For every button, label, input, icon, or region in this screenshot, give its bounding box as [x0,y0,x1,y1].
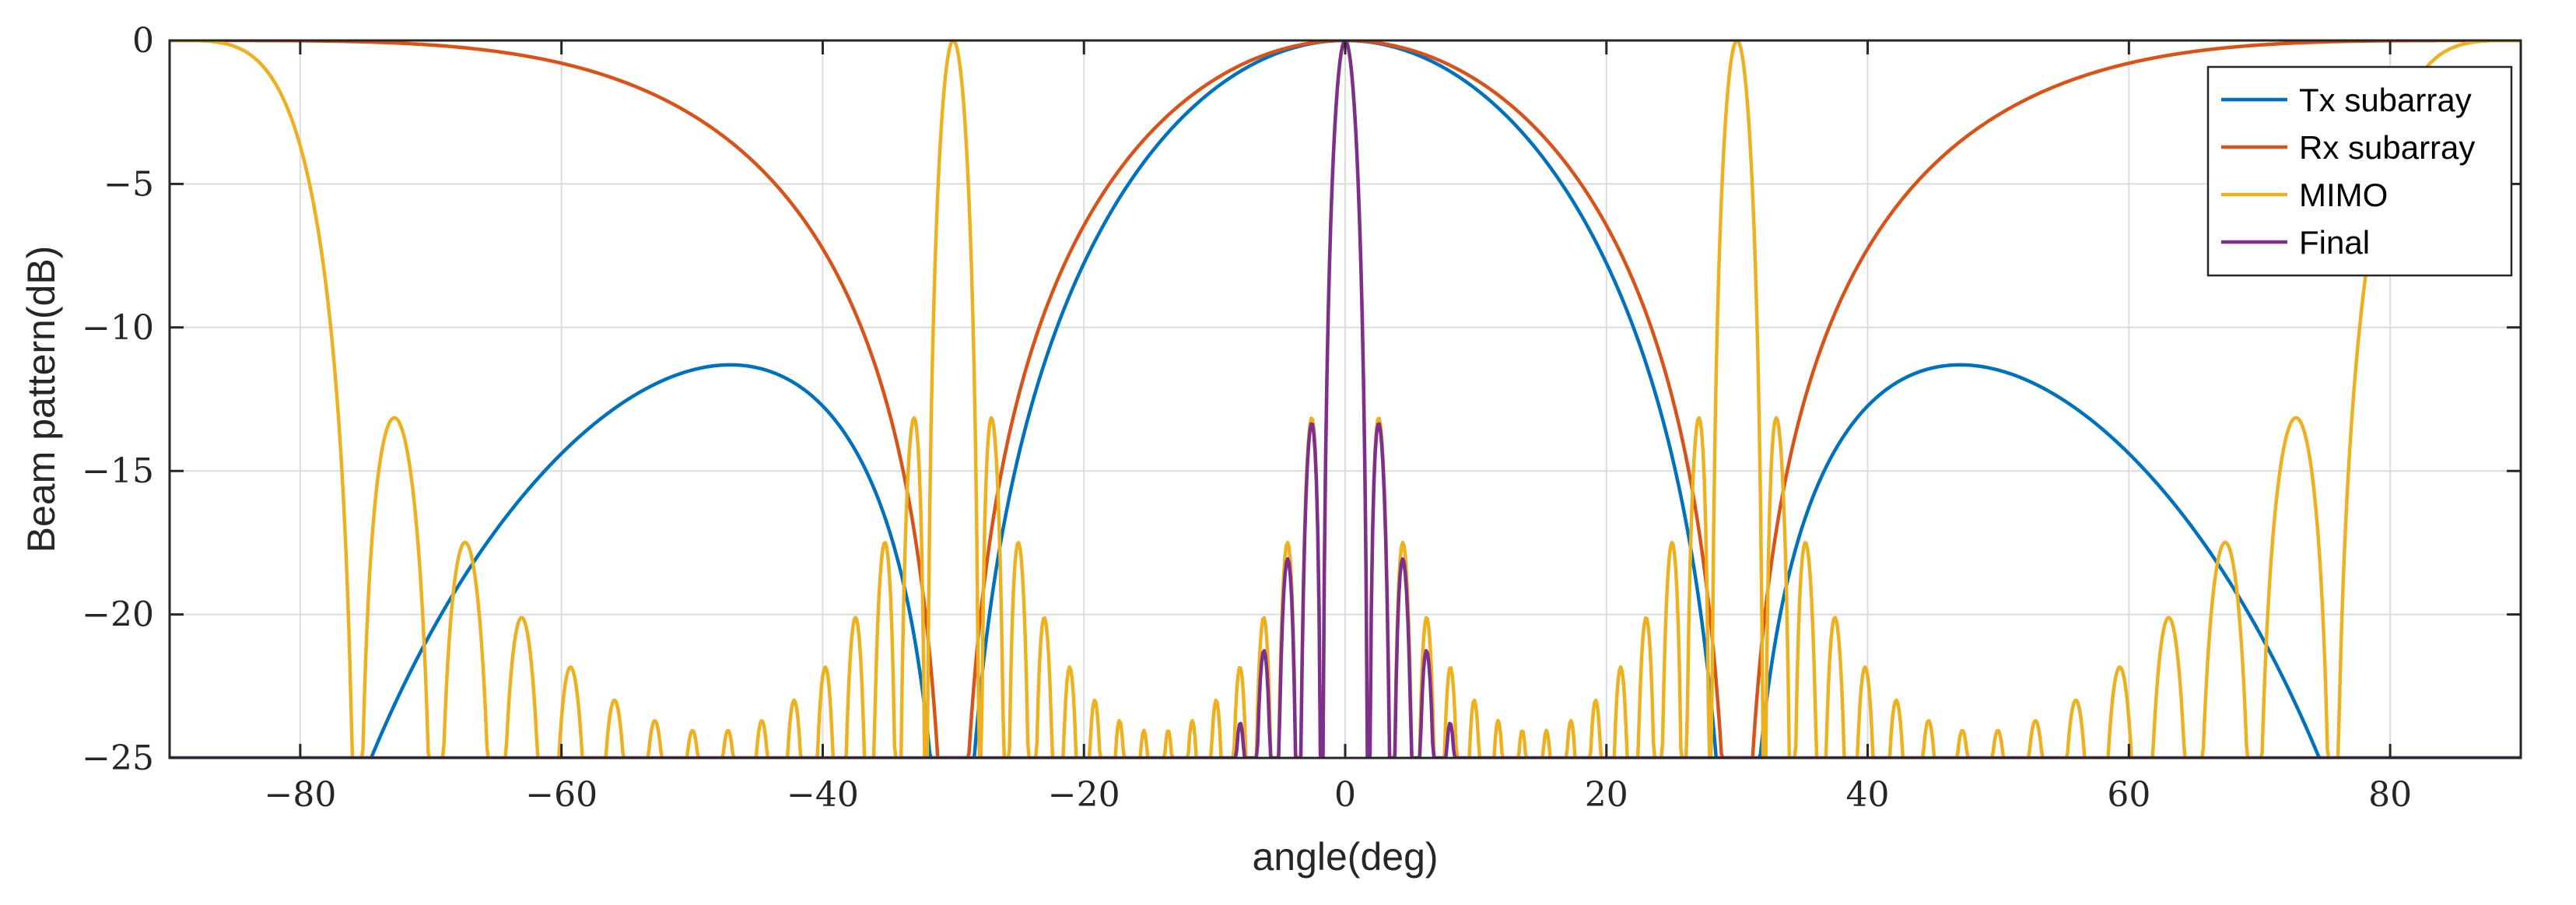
y-tick-label: −10 [82,308,154,348]
series-line-mimo [170,40,2521,758]
x-tick-label: 40 [1846,775,1890,815]
legend-label-final: Final [2299,224,2370,261]
x-tick-label: 60 [2107,775,2150,815]
series-line-rx-subarray [170,40,2521,758]
legend-label-rx-subarray: Rx subarray [2299,129,2475,166]
x-tick-label: −60 [525,775,598,815]
legend-label-tx-subarray: Tx subarray [2299,82,2472,118]
x-axis-label: angle(deg) [1252,835,1438,879]
y-tick-label: 0 [132,21,154,61]
series-line-tx-subarray [170,40,2521,758]
legend: Tx subarray Rx subarray MIMO Final [2206,65,2513,277]
x-tick-label: −80 [264,775,336,815]
plot-area [170,40,2521,758]
legend-label-mimo: MIMO [2299,177,2388,213]
y-tick-label: −5 [103,164,154,204]
x-tick-label: −40 [787,775,859,815]
y-tick-label: −20 [82,595,154,635]
y-tick-label: −25 [82,738,154,778]
x-tick-label: 80 [2368,775,2412,815]
axis-ticks [170,39,2521,759]
y-tick-labels: 0 −5 −10 −15 −20 −25 [82,21,154,778]
x-tick-label: −20 [1048,775,1120,815]
y-axis-label: Beam pattern(dB) [19,246,63,553]
x-tick-label: 20 [1585,775,1628,815]
x-tick-labels: −80 −60 −40 −20 0 20 40 60 80 [264,775,2412,815]
x-tick-label: 0 [1334,775,1356,815]
y-tick-label: −15 [82,451,154,491]
